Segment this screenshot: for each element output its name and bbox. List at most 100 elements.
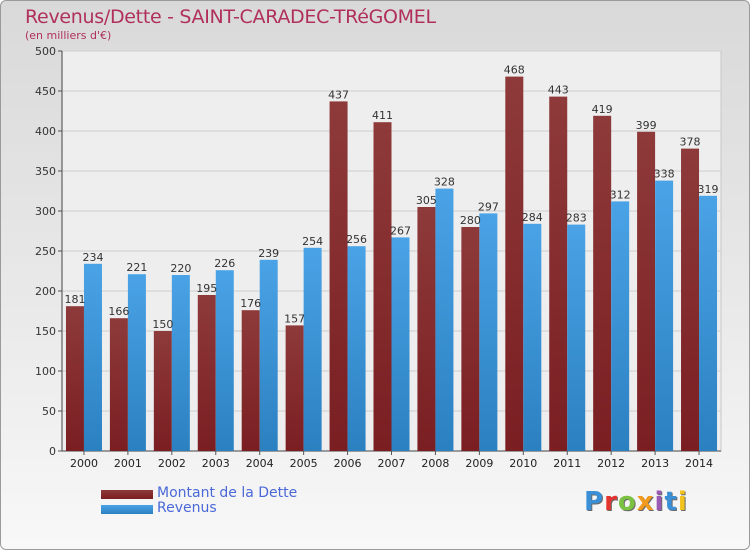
proxiti-logo: Proxiti (584, 487, 688, 517)
data-label-debt: 399 (636, 119, 657, 132)
bar-revenue (435, 188, 454, 451)
data-label-debt: 305 (416, 194, 437, 207)
bar-revenue (259, 259, 278, 451)
data-label-revenue: 338 (654, 168, 675, 181)
logo-letter: P (584, 487, 605, 517)
data-label-revenue: 328 (434, 176, 455, 189)
legend-swatch-revenue (101, 505, 153, 514)
bar-debt (241, 310, 260, 451)
data-label-debt: 166 (108, 305, 129, 318)
bar-revenue (303, 247, 322, 451)
bar-debt (109, 318, 128, 451)
x-tick-label: 2013 (641, 457, 669, 470)
data-label-revenue: 256 (346, 233, 367, 246)
bar-debt (637, 131, 656, 452)
bar-debt (461, 227, 480, 451)
bar-debt (197, 295, 216, 451)
bar-debt (417, 207, 436, 451)
data-label-revenue: 297 (478, 200, 499, 213)
bar-debt (373, 122, 392, 451)
y-tick-label: 200 (35, 285, 56, 298)
bar-revenue (347, 246, 366, 451)
logo-letter: o (617, 487, 637, 517)
bar-revenue (391, 237, 410, 451)
data-label-debt: 150 (152, 318, 173, 331)
data-label-revenue: 221 (126, 261, 147, 274)
bar-revenue (567, 224, 586, 451)
x-tick-label: 2010 (509, 457, 537, 470)
x-tick-label: 2006 (334, 457, 362, 470)
legend-swatch-debt (101, 490, 153, 499)
data-label-debt: 443 (548, 84, 569, 97)
logo-letter: r (604, 487, 618, 517)
y-tick-label: 300 (35, 205, 56, 218)
data-label-revenue: 319 (698, 183, 719, 196)
y-tick-label: 250 (35, 245, 56, 258)
bar-revenue (523, 223, 542, 451)
bar-revenue (699, 195, 718, 451)
x-tick-label: 2000 (70, 457, 98, 470)
x-tick-label: 2007 (378, 457, 406, 470)
data-label-debt: 176 (240, 297, 261, 310)
logo-letter: t (664, 487, 678, 517)
x-tick-label: 2003 (202, 457, 230, 470)
bar-revenue (127, 274, 146, 451)
data-label-revenue: 284 (522, 211, 543, 224)
chart-subtitle: (en milliers d'€) (25, 29, 112, 42)
bar-debt (681, 148, 700, 451)
bar-debt (549, 96, 568, 451)
y-tick-label: 50 (42, 405, 56, 418)
data-label-revenue: 239 (258, 247, 279, 260)
data-label-debt: 419 (592, 103, 613, 116)
bar-revenue (479, 213, 498, 451)
data-label-revenue: 312 (610, 188, 631, 201)
x-tick-label: 2004 (246, 457, 274, 470)
data-label-debt: 157 (284, 312, 305, 325)
data-label-revenue: 226 (214, 257, 235, 270)
logo-letter: x (636, 487, 655, 517)
y-tick-label: 350 (35, 165, 56, 178)
bar-revenue (611, 201, 630, 451)
data-label-debt: 378 (680, 136, 701, 149)
x-tick-label: 2005 (290, 457, 318, 470)
legend-label-debt: Montant de la Dette (157, 485, 298, 501)
data-label-revenue: 234 (82, 251, 103, 264)
data-label-debt: 195 (196, 282, 217, 295)
logo-letter: i (654, 487, 665, 517)
data-label-revenue: 283 (566, 212, 587, 225)
legend-label-revenue: Revenus (157, 500, 217, 516)
bar-debt (65, 306, 84, 451)
bar-debt (285, 325, 304, 451)
data-label-debt: 411 (372, 109, 393, 122)
x-tick-label: 2001 (114, 457, 142, 470)
x-tick-label: 2011 (553, 457, 581, 470)
bar-debt (505, 76, 524, 451)
x-tick-label: 2002 (158, 457, 186, 470)
data-label-debt: 280 (460, 214, 481, 227)
bar-debt (153, 331, 172, 451)
bar-revenue (655, 180, 674, 451)
y-tick-label: 100 (35, 365, 56, 378)
y-tick-label: 400 (35, 125, 56, 138)
data-label-debt: 437 (328, 88, 349, 101)
data-label-revenue: 267 (390, 224, 411, 237)
x-tick-label: 2009 (465, 457, 493, 470)
bar-revenue (215, 270, 234, 451)
x-tick-label: 2012 (597, 457, 625, 470)
data-label-revenue: 254 (302, 235, 323, 248)
chart-title: Revenus/Dette - SAINT-CARADEC-TRéGOMEL (25, 6, 436, 28)
data-label-revenue: 220 (170, 262, 191, 275)
y-tick-label: 450 (35, 85, 56, 98)
logo-letter: i (677, 487, 688, 517)
y-tick-label: 500 (35, 45, 56, 58)
x-tick-label: 2008 (421, 457, 449, 470)
data-label-debt: 181 (64, 293, 85, 306)
bar-revenue (83, 263, 102, 451)
y-tick-label: 0 (49, 445, 56, 458)
bar-debt (593, 115, 612, 452)
x-tick-label: 2014 (685, 457, 713, 470)
data-label-debt: 468 (504, 64, 525, 77)
bar-revenue (171, 275, 190, 451)
